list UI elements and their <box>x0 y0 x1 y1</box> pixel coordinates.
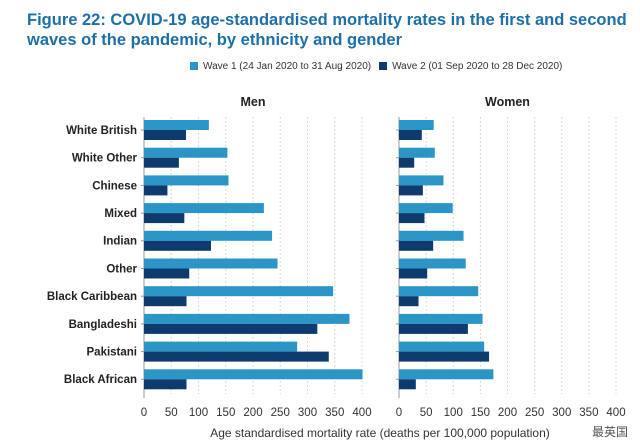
bar-men-wave2 <box>144 240 212 251</box>
chart-title: Figure 22: COVID-19 age-standardised mor… <box>27 11 627 49</box>
x-tick-label: 300 <box>298 407 317 419</box>
bar-men-wave1 <box>144 369 363 380</box>
bar-women-wave1 <box>399 147 435 158</box>
bar-men-wave1 <box>144 286 334 297</box>
category-label: Black Caribbean <box>47 291 137 303</box>
bar-women-wave2 <box>399 296 419 307</box>
bar-women-wave1 <box>399 313 483 324</box>
x-tick-label: 350 <box>579 407 598 419</box>
bar-women-wave2 <box>399 185 423 196</box>
bar-men-wave1 <box>144 175 229 186</box>
legend-label-wave2: Wave 2 (01 Sep 2020 to 28 Dec 2020) <box>392 61 563 72</box>
legend-swatch-wave2 <box>379 62 388 70</box>
x-tick-label: 350 <box>325 407 344 419</box>
bar-women-wave2 <box>399 379 416 390</box>
bar-women-wave1 <box>399 203 453 214</box>
bar-women-wave1 <box>399 369 494 380</box>
legend-label-wave1: Wave 1 (24 Jan 2020 to 31 Aug 2020) <box>203 61 372 72</box>
bar-men-wave1 <box>144 120 209 130</box>
bar-men-wave1 <box>144 147 228 158</box>
bar-women-wave2 <box>399 157 415 168</box>
x-tick-label: 100 <box>189 407 208 419</box>
x-tick-label: 250 <box>525 407 544 419</box>
category-label: Mixed <box>104 208 137 220</box>
bar-men-wave2 <box>144 157 179 168</box>
bar-men-wave2 <box>144 185 168 196</box>
bar-men-wave1 <box>144 313 350 324</box>
x-axis-label: Age standardised mortality rate (deaths … <box>210 426 550 440</box>
category-label: Other <box>106 263 137 275</box>
legend: Wave 1 (24 Jan 2020 to 31 Aug 2020) Wave… <box>190 61 562 72</box>
bar-women-wave2 <box>399 323 468 334</box>
category-label: White Other <box>72 153 138 165</box>
bar-men-wave2 <box>144 351 329 362</box>
legend-item-wave1: Wave 1 (24 Jan 2020 to 31 Aug 2020) <box>190 61 371 72</box>
x-tick-label: 400 <box>352 407 371 419</box>
watermark: 最英国 <box>591 425 628 439</box>
category-label: Chinese <box>92 180 137 192</box>
bar-women-wave1 <box>399 175 444 186</box>
x-tick-label: 200 <box>243 407 262 419</box>
bar-men-wave1 <box>144 341 298 352</box>
bar-women-wave1 <box>399 120 434 130</box>
bar-women-wave2 <box>399 213 425 224</box>
x-tick-label: 200 <box>498 407 517 419</box>
panel-title: Men <box>241 95 266 109</box>
category-label: White British <box>66 125 137 137</box>
x-tick-label: 150 <box>471 407 490 419</box>
bar-women-wave2 <box>399 240 434 251</box>
bar-men-wave1 <box>144 258 278 269</box>
bar-men-wave2 <box>144 268 190 279</box>
bar-women-wave1 <box>399 286 479 297</box>
category-label: Black African <box>64 374 137 386</box>
bar-men-wave1 <box>144 230 273 241</box>
bar-men-wave1 <box>144 203 264 214</box>
legend-item-wave2: Wave 2 (01 Sep 2020 to 28 Dec 2020) <box>379 61 562 72</box>
legend-swatch-wave1 <box>190 62 198 70</box>
x-tick-label: 300 <box>552 407 571 419</box>
bar-men-wave2 <box>144 379 187 390</box>
panel-title: Women <box>485 95 530 109</box>
x-tick-label: 50 <box>420 407 433 419</box>
x-tick-label: 0 <box>141 407 147 419</box>
x-tick-label: 250 <box>271 407 290 419</box>
category-label: Indian <box>103 236 137 248</box>
bar-women-wave2 <box>399 351 490 362</box>
x-tick-label: 0 <box>396 407 402 419</box>
bar-women-wave2 <box>399 130 422 140</box>
bar-men-wave2 <box>144 323 318 334</box>
x-tick-label: 50 <box>165 407 178 419</box>
bar-women-wave1 <box>399 341 485 352</box>
bar-women-wave1 <box>399 230 464 241</box>
category-label: Pakistani <box>87 346 138 358</box>
bar-men-wave2 <box>144 296 187 307</box>
x-tick-label: 150 <box>216 407 235 419</box>
bar-women-wave2 <box>399 268 428 279</box>
x-tick-label: 100 <box>444 407 463 419</box>
bar-men-wave2 <box>144 213 185 224</box>
x-tick-label: 400 <box>606 407 625 419</box>
bar-women-wave1 <box>399 258 466 269</box>
category-label: Bangladeshi <box>69 319 137 331</box>
bar-men-wave2 <box>144 130 186 140</box>
